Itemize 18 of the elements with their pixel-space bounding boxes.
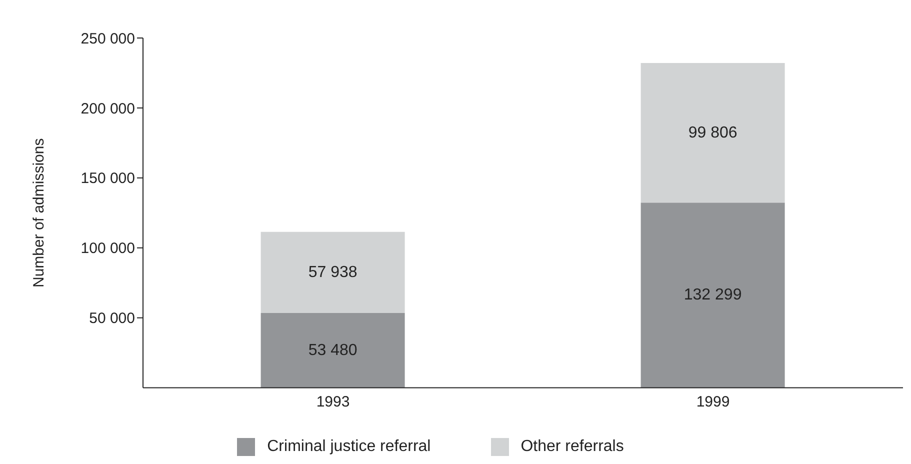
y-tick-label: 250 000 (80, 30, 135, 48)
bar (640, 63, 785, 203)
bar (260, 232, 405, 313)
y-tick-label: 50 000 (89, 310, 135, 328)
data-label: 99 806 (688, 124, 738, 142)
legend-label: Other referrals (520, 438, 624, 455)
y-tick-label: 200 000 (80, 100, 135, 118)
y-axis-title: Number of admissions (30, 138, 48, 288)
y-tick-label: 150 000 (80, 170, 135, 188)
data-label: 57 938 (308, 264, 358, 281)
data-label: 132 299 (684, 286, 742, 304)
data-label: 53 480 (308, 342, 358, 359)
bar (640, 202, 785, 388)
x-tick-label: 1999 (696, 393, 730, 410)
bar (260, 312, 405, 388)
x-tick-label: 1993 (316, 393, 350, 410)
y-tick-label: 100 000 (80, 240, 135, 258)
legend-label: Criminal justice referral (267, 438, 431, 455)
